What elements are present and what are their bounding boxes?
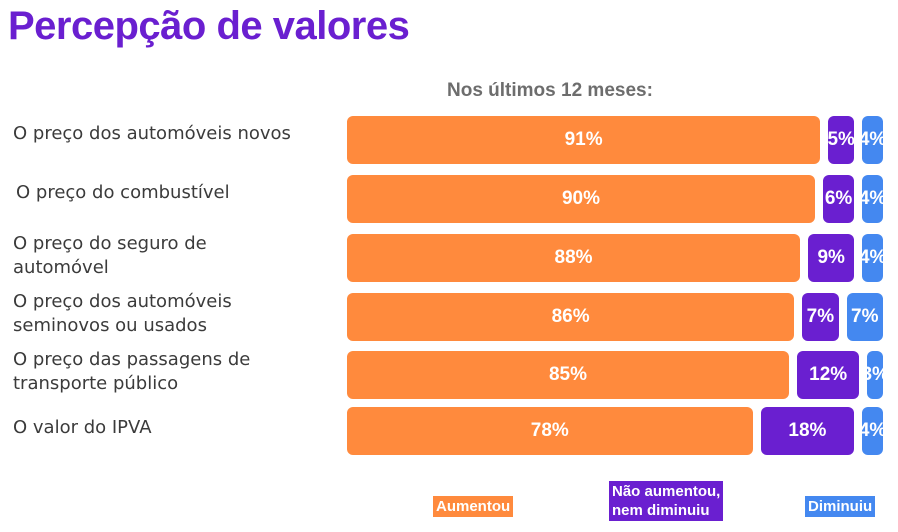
chart-subtitle: Nos últimos 12 meses: bbox=[447, 80, 653, 101]
bar-aumentou: 86% bbox=[347, 293, 795, 341]
bar-nao-aumentou: 9% bbox=[808, 234, 855, 282]
bar-diminuiu: 3% bbox=[861, 351, 889, 399]
bar-nao-aumentou: 12% bbox=[797, 351, 860, 399]
bar-diminuiu: 7% bbox=[846, 293, 883, 341]
data-label: 6% bbox=[824, 188, 853, 209]
bar-diminuiu: 4% bbox=[858, 407, 887, 455]
category-label: O preço dos automóveis seminovos ou usado… bbox=[13, 291, 232, 336]
data-label: 7% bbox=[806, 306, 835, 327]
bar-aumentou: 90% bbox=[347, 175, 815, 223]
data-label: 85% bbox=[548, 364, 588, 385]
data-label: 9% bbox=[817, 247, 845, 268]
data-label: 88% bbox=[554, 247, 593, 268]
data-label: 91% bbox=[564, 129, 603, 150]
category-label: O preço dos automóveis novos bbox=[13, 123, 291, 144]
data-label: 18% bbox=[788, 420, 827, 441]
bar-aumentou: 91% bbox=[347, 116, 821, 164]
legend-item-aumentou: Aumentou bbox=[433, 496, 514, 517]
data-label: 4% bbox=[858, 188, 887, 209]
data-label: 4% bbox=[858, 420, 887, 441]
bar-diminuiu: 4% bbox=[858, 175, 887, 223]
legend-item-diminuiu: Diminuiu bbox=[805, 496, 876, 517]
bar-aumentou: 78% bbox=[347, 407, 753, 455]
data-label: 78% bbox=[530, 420, 569, 441]
page-title: Percepção de valores bbox=[8, 4, 410, 48]
data-label: 86% bbox=[551, 306, 590, 327]
data-label: 4% bbox=[858, 247, 887, 268]
legend-item-nao-aumentou: Não aumentou, nem diminuiu bbox=[609, 481, 724, 521]
category-label: O preço das passagens de transporte públi… bbox=[13, 349, 251, 394]
data-label: 7% bbox=[851, 306, 879, 327]
bar-nao-aumentou: 18% bbox=[760, 407, 855, 455]
bar-diminuiu: 4% bbox=[858, 234, 887, 282]
data-label: 90% bbox=[561, 188, 601, 209]
bar-diminuiu: 4% bbox=[858, 116, 887, 164]
bar-nao-aumentou: 5% bbox=[827, 116, 855, 164]
bar-aumentou: 85% bbox=[347, 351, 789, 399]
bar-nao-aumentou: 6% bbox=[823, 175, 855, 223]
data-label: 4% bbox=[858, 129, 887, 150]
category-label: O preço do combustível bbox=[16, 182, 230, 203]
data-label: 3% bbox=[861, 364, 889, 385]
data-label: 12% bbox=[809, 364, 848, 385]
data-label: 5% bbox=[827, 129, 855, 150]
category-label: O valor do IPVA bbox=[13, 417, 152, 438]
bar-aumentou: 88% bbox=[347, 234, 801, 282]
category-label: O preço do seguro de automóvel bbox=[13, 233, 207, 278]
bar-nao-aumentou: 7% bbox=[802, 293, 839, 341]
